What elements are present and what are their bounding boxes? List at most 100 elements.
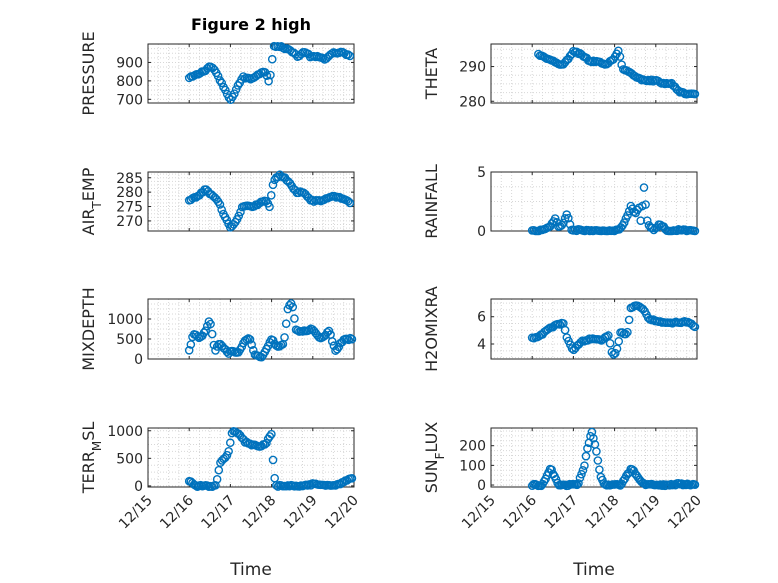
- data-point: [217, 78, 226, 88]
- y-tick-label: 1000: [107, 312, 143, 328]
- data-point: [288, 302, 298, 312]
- axes-box: [490, 427, 698, 488]
- data-point: [593, 456, 603, 465]
- y-tick-label: 500: [116, 451, 143, 467]
- data-point: [690, 322, 700, 332]
- data-point: [615, 52, 625, 61]
- data-point: [550, 214, 560, 223]
- data-point: [641, 200, 650, 209]
- data-point: [281, 319, 291, 328]
- data-point: [327, 337, 337, 346]
- y-tick-label: 700: [116, 92, 143, 108]
- data-point: [265, 202, 274, 212]
- x-tick-label: 12/19: [624, 493, 664, 533]
- data-point: [614, 336, 624, 346]
- y-tick-label: 800: [116, 74, 143, 90]
- y-tick-label: 100: [459, 458, 486, 474]
- axes-box: [147, 171, 355, 232]
- subplot-mixdepth: 0 500 1000 MIXDEPTH: [79, 287, 357, 371]
- y-axis-label-part: SUN: [422, 459, 441, 493]
- subplot-h2omixra: 4 6 H2OMIXRA: [422, 286, 700, 372]
- data-point: [207, 329, 217, 339]
- data-point: [201, 326, 210, 335]
- data-point: [343, 50, 353, 59]
- y-axis-label: RAINFALL: [422, 164, 441, 239]
- data-point: [572, 480, 582, 490]
- data-point: [268, 180, 278, 190]
- data-point: [231, 85, 241, 94]
- y-tick-label: 6: [477, 310, 486, 326]
- data-point: [213, 71, 223, 81]
- data-point: [184, 345, 194, 355]
- data-point: [604, 331, 613, 340]
- data-point: [230, 89, 239, 98]
- data-point: [642, 216, 652, 225]
- y-tick-label: 500: [116, 332, 143, 348]
- data-point: [225, 438, 235, 448]
- data-point: [267, 429, 276, 439]
- axes-box: [147, 427, 355, 488]
- data-point: [639, 183, 649, 192]
- y-tick-label: 0: [477, 478, 486, 494]
- y-axis-label-part: M: [90, 441, 104, 451]
- y-tick-label: 270: [116, 214, 143, 230]
- y-axis-label-part: H2OMIXRA: [422, 286, 441, 372]
- y-axis-label-part: EMP: [79, 167, 98, 201]
- data-point: [690, 89, 700, 99]
- data-point: [221, 85, 230, 95]
- y-axis-label-part: F: [433, 452, 447, 459]
- data-point: [199, 328, 209, 338]
- data-point: [193, 332, 202, 341]
- data-point: [623, 327, 632, 337]
- y-axis-label-part: THETA: [422, 48, 441, 100]
- data-point: [592, 447, 601, 456]
- data-point: [602, 332, 611, 341]
- x-tick-label: 12/20: [665, 493, 705, 533]
- data-point: [578, 465, 588, 475]
- data-point: [212, 474, 222, 484]
- data-point: [347, 473, 357, 483]
- y-axis-label: MIXDEPTH: [79, 287, 98, 370]
- subplot-sun-flux: 0 100 200 SUNFLUX 12/15 12/16 12/17 12/18 12/19 1…: [422, 422, 705, 533]
- axes-box: [147, 298, 355, 360]
- x-tick-label: 12/16: [157, 492, 197, 532]
- data-point: [262, 71, 272, 80]
- axes-box: [490, 43, 698, 104]
- y-axis-label: H2OMIXRA: [422, 286, 441, 372]
- data-point: [577, 469, 586, 479]
- data-point: [583, 444, 592, 453]
- data-point: [690, 226, 700, 236]
- data-point: [211, 481, 220, 490]
- data-point: [265, 432, 275, 441]
- data-point: [623, 211, 632, 220]
- x-tick-label: 12/18: [583, 493, 623, 533]
- x-tick-label: 12/20: [322, 493, 362, 533]
- data-point: [581, 451, 591, 461]
- data-point: [186, 340, 196, 349]
- x-tick-label: 12/16: [500, 492, 540, 532]
- y-axis-label-part: T: [90, 201, 104, 210]
- y-axis-label: AIRTEMP: [79, 167, 104, 235]
- data-point: [280, 333, 289, 342]
- figure-title: Figure 2 high: [191, 15, 311, 34]
- data-point: [217, 205, 226, 214]
- data-point: [343, 196, 353, 206]
- axes-box: [490, 298, 698, 360]
- data-point: [345, 198, 355, 208]
- axes-box: [147, 43, 355, 104]
- y-axis-label: TERRMSL: [79, 422, 104, 495]
- data-point: [234, 211, 244, 221]
- y-axis-label-part: PRESSURE: [79, 31, 98, 115]
- subplot-pressure: 700 800 900 PRESSURE: [79, 31, 355, 116]
- data-point: [605, 339, 615, 348]
- data-point: [318, 53, 328, 63]
- data-point: [224, 446, 233, 456]
- data-point: [614, 46, 623, 56]
- x-tick-label: 12/15: [459, 493, 499, 533]
- y-tick-label: 0: [477, 224, 486, 240]
- x-axis-label-right: Time: [572, 560, 615, 580]
- data-point: [266, 191, 276, 200]
- data-point: [647, 223, 657, 233]
